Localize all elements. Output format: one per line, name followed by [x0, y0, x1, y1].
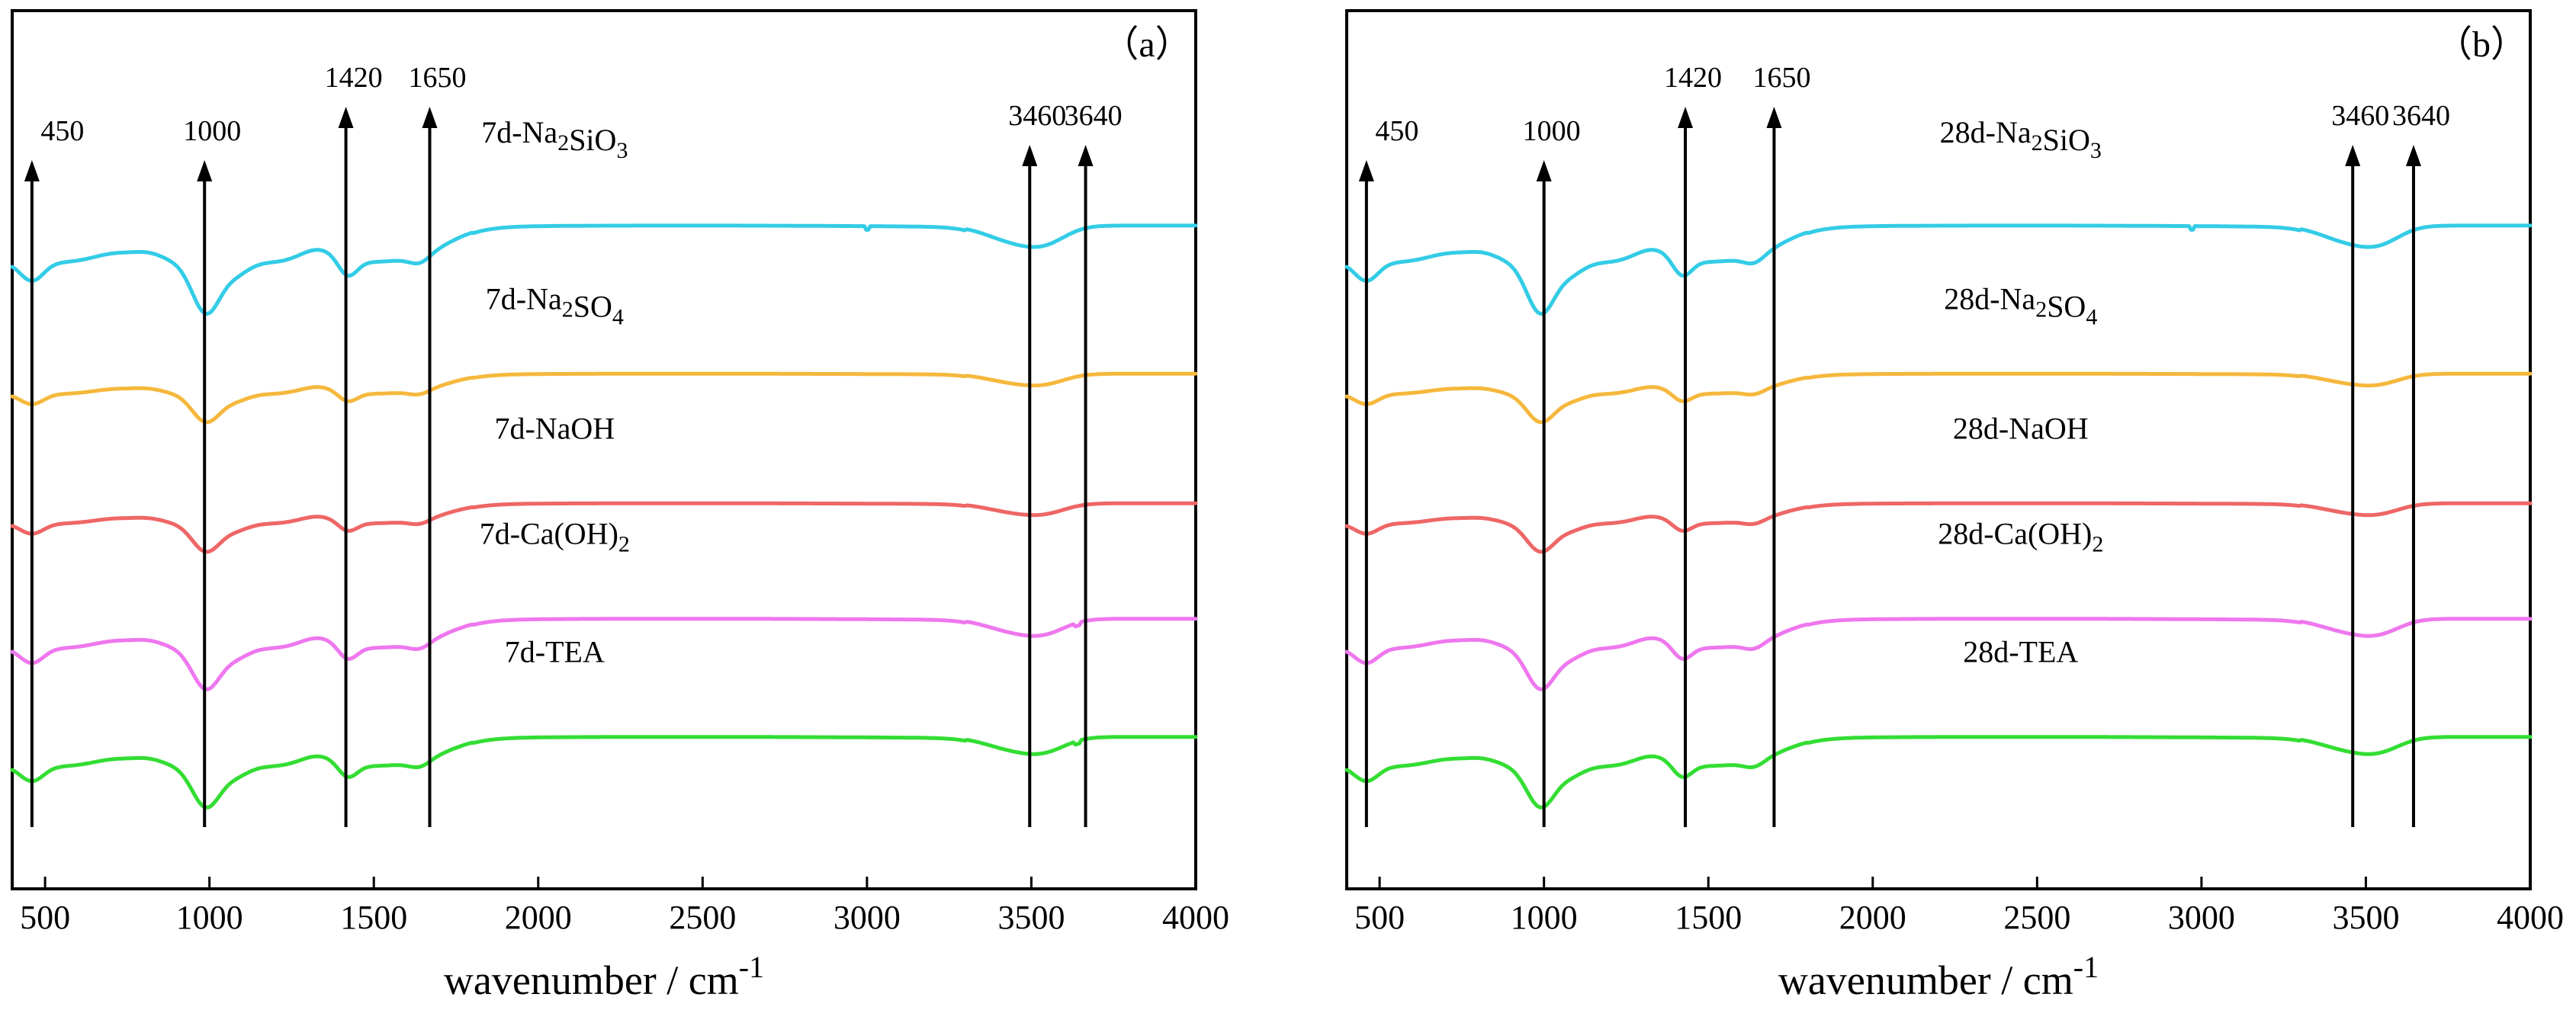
x-tick-label: 1000: [1511, 899, 1578, 936]
panel-label: （b）: [2436, 24, 2527, 65]
plot-frame: [11, 9, 1197, 890]
arrowhead: [422, 107, 438, 128]
x-tick-label: 1500: [1675, 899, 1742, 936]
annotation-label: 450: [1375, 115, 1418, 147]
annotation-label: 1650: [409, 62, 467, 94]
arrowhead: [1022, 145, 1038, 166]
plot-frame: [1345, 9, 2532, 890]
x-tick-label: 1500: [340, 899, 407, 936]
annotation-label: 3640: [1065, 100, 1123, 132]
x-tick-label: 3000: [2168, 899, 2235, 936]
x-tick-label: 500: [1354, 899, 1405, 936]
panel-b: 500 1000 1500 2000 2500 3000 3500 4000 wavenumbe…: [1344, 9, 2564, 1003]
arrowhead: [1358, 160, 1374, 181]
series-line-7d-na2sio3: [10, 223, 1198, 316]
annotation-label: 1420: [1664, 62, 1722, 94]
annotation-label: 3460: [1008, 100, 1066, 132]
arrowhead: [2345, 145, 2361, 166]
series-label: 7d-TEA: [505, 635, 605, 669]
x-tick-label: 2500: [669, 899, 736, 936]
annotation-label: 3640: [2392, 100, 2450, 132]
x-tick-label: 2000: [505, 899, 572, 936]
x-tick-label: 2500: [2003, 899, 2070, 936]
series-label: 7d-Na2SiO3: [481, 115, 628, 163]
series-label: 7d-NaOH: [494, 412, 615, 446]
arrowhead: [197, 160, 213, 181]
x-tick-label: 3000: [834, 899, 901, 936]
panel-a: 500 1000 1500 2000 2500 3000 3500 4000 wavenumbe…: [10, 9, 1229, 1003]
arrowhead: [1766, 107, 1782, 128]
arrowhead: [2405, 145, 2421, 166]
series-label: 7d-Ca(OH)2: [480, 517, 630, 557]
annotation-label: 1420: [325, 62, 383, 94]
x-tick-label: 3500: [997, 899, 1065, 936]
series-label: 28d-Na2SiO3: [1940, 115, 2102, 163]
x-tick-label: 3500: [2332, 899, 2399, 936]
arrowhead: [1678, 107, 1694, 128]
x-tick-label: 4000: [1162, 899, 1229, 936]
x-tick-label: 500: [20, 899, 70, 936]
series-label: 28d-Ca(OH)2: [1938, 517, 2103, 557]
x-tick-label: 1000: [176, 899, 243, 936]
x-axis-label: wavenumber / cm-1: [1778, 950, 2099, 1003]
series-line-7d-na2so4: [10, 371, 1198, 425]
annotation-label: 1000: [1523, 115, 1581, 147]
arrowhead: [1078, 145, 1094, 166]
series-line-7d-tea: [10, 735, 1198, 810]
series-label: 7d-Na2SO4: [486, 282, 624, 330]
series-label: 28d-TEA: [1963, 635, 2078, 669]
arrowhead: [24, 160, 40, 181]
series-line-7d-naoh: [10, 501, 1198, 554]
arrowhead: [338, 107, 354, 128]
panel-label: （a）: [1102, 24, 1191, 65]
series-line-7d-ca-oh-2: [10, 617, 1198, 691]
annotation-label: 1650: [1752, 62, 1810, 94]
x-tick-label: 2000: [1839, 899, 1906, 936]
series-label: 28d-NaOH: [1953, 412, 2089, 446]
annotation-label: 1000: [183, 115, 241, 147]
series-label: 28d-Na2SO4: [1944, 282, 2097, 330]
annotation-label: 3460: [2331, 100, 2389, 132]
arrowhead: [1536, 160, 1552, 181]
annotation-label: 450: [40, 115, 84, 147]
x-axis-label: wavenumber / cm-1: [444, 950, 764, 1003]
x-tick-label: 4000: [2497, 899, 2564, 936]
